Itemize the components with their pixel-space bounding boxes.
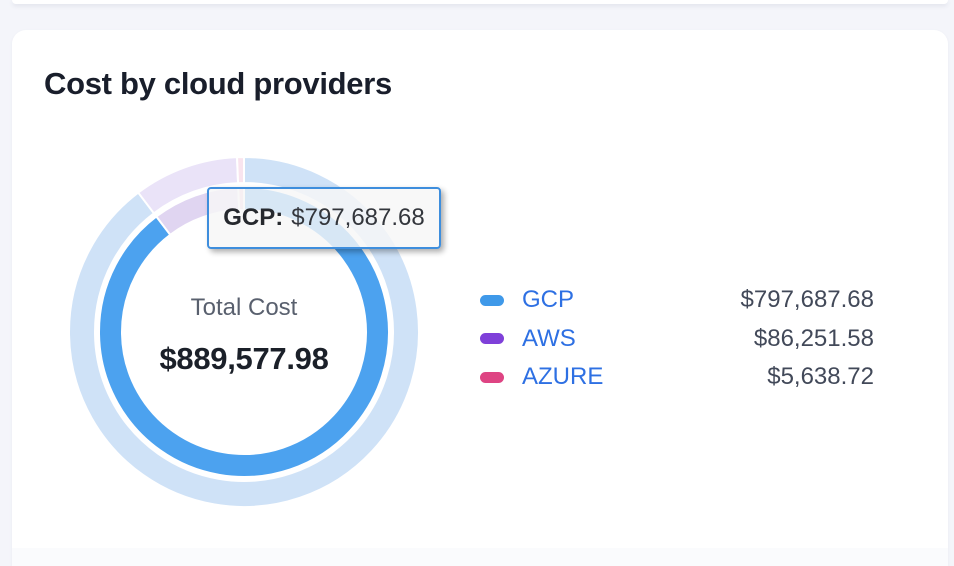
legend-item-azure[interactable]: AZURE $5,638.72 bbox=[480, 358, 874, 397]
donut-halo-gcp bbox=[68, 156, 420, 508]
cost-by-cloud-providers-card: Cost by cloud providers Total Cost $889,… bbox=[12, 30, 948, 566]
tooltip-series-label: GCP: bbox=[223, 204, 284, 231]
legend-item-aws[interactable]: AWS $86,251.58 bbox=[480, 320, 874, 359]
donut-halo-azure bbox=[236, 156, 245, 185]
legend-value-azure: $5,638.72 bbox=[767, 363, 874, 391]
legend-label-azure: AZURE bbox=[522, 363, 604, 391]
previous-card-bottom-edge bbox=[12, 0, 948, 4]
legend-value-gcp: $797,687.68 bbox=[740, 286, 874, 314]
legend-swatch-azure bbox=[480, 371, 504, 383]
next-section-top-edge bbox=[12, 548, 948, 566]
chart-legend: GCP $797,687.68 AWS $86,251.58 AZURE $5,… bbox=[480, 281, 874, 397]
donut-slice-gcp[interactable] bbox=[98, 186, 390, 478]
legend-value-aws: $86,251.58 bbox=[753, 324, 874, 352]
chart-tooltip: GCP: $797,687.68 bbox=[207, 187, 441, 249]
legend-label-aws: AWS bbox=[522, 324, 576, 352]
legend-label-gcp: GCP bbox=[522, 286, 575, 314]
legend-swatch-aws bbox=[480, 333, 504, 345]
tooltip-series-value: $797,687.68 bbox=[291, 204, 425, 231]
legend-swatch-gcp bbox=[480, 294, 504, 306]
legend-item-gcp[interactable]: GCP $797,687.68 bbox=[480, 281, 874, 320]
card-title: Cost by cloud providers bbox=[44, 66, 392, 101]
